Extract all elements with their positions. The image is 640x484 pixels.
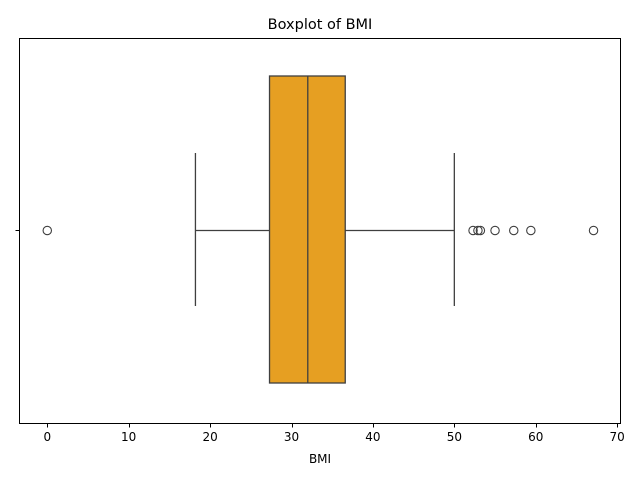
x-tick-label-5: 50 [447, 430, 462, 444]
x-tick-label-6: 60 [528, 430, 543, 444]
outlier-point-0 [42, 225, 53, 236]
outlier-point-7 [588, 225, 599, 236]
outlier-point-6 [526, 225, 536, 236]
outlier-point-5 [509, 225, 519, 236]
x-tick-label-2: 20 [202, 430, 217, 444]
x-tick-label-4: 40 [365, 430, 380, 444]
outlier-point-3 [475, 225, 486, 236]
x-tick-label-0: 0 [43, 430, 51, 444]
x-tick-label-3: 30 [284, 430, 299, 444]
x-tick-label-1: 10 [121, 430, 136, 444]
x-tick-label-7: 70 [610, 430, 625, 444]
plot-area [42, 75, 599, 384]
x-axis-label: BMI [309, 452, 331, 466]
outlier-point-2 [473, 225, 483, 236]
plot-frame [19, 38, 621, 424]
chart-title: Boxplot of BMI [268, 17, 373, 33]
outlier-point-4 [490, 225, 500, 236]
outlier-point-1 [468, 225, 478, 236]
